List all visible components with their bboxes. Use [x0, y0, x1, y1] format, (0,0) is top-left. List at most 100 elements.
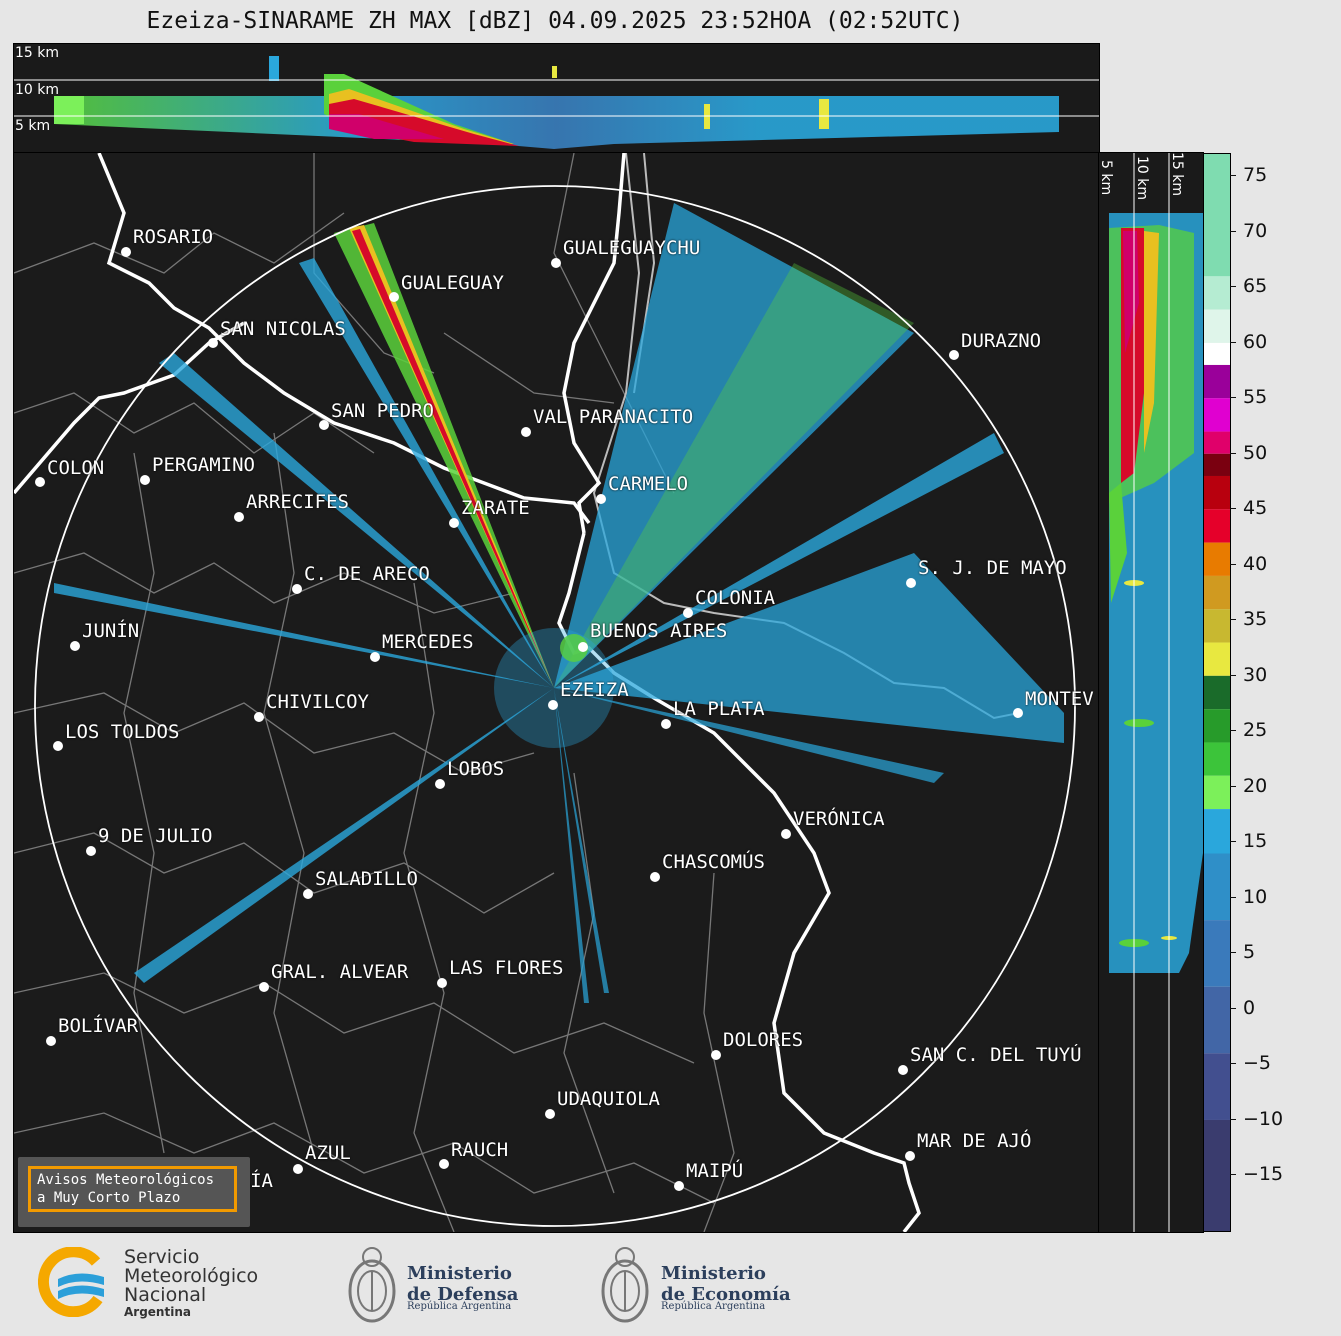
colorbar-tick-label: 60	[1243, 330, 1268, 353]
city-marker-gualeguay	[389, 292, 399, 302]
city-label-udaquiola: UDAQUIOLA	[557, 1088, 660, 1110]
notice-line-1: Avisos Meteorológicos	[37, 1172, 215, 1188]
colorbar-band	[1204, 398, 1230, 432]
department-borders	[14, 153, 735, 1232]
national-emblem-icon	[601, 1247, 649, 1323]
city-marker-rosario	[121, 247, 131, 257]
colorbar-band	[1204, 642, 1230, 676]
side-height-label-10: 10 km	[1134, 156, 1150, 201]
city-label-chascomus: CHASCOMÚS	[662, 851, 765, 873]
city-marker-azul	[293, 1164, 303, 1174]
city-marker-san-nicolas	[208, 338, 218, 348]
colorbar-band	[1204, 709, 1230, 743]
reflectivity-echoes	[54, 203, 1064, 1003]
city-marker-9-de-julio	[86, 846, 96, 856]
colorbar	[1203, 153, 1231, 1232]
city-label-zarate: ZARATE	[461, 497, 530, 519]
city-label-gualeguaychu: GUALEGUAYCHU	[563, 237, 701, 259]
colorbar-tick	[1230, 896, 1236, 898]
city-label-gral-alvear: GRAL. ALVEAR	[271, 961, 409, 983]
city-label-colonia: COLONIA	[695, 587, 776, 609]
colorbar-band	[1204, 575, 1230, 610]
city-label-mercedes: MERCEDES	[382, 631, 474, 653]
colorbar-band	[1204, 1053, 1230, 1120]
city-label-durazno: DURAZNO	[961, 330, 1042, 352]
defensa-line-2: de Defensa	[407, 1284, 519, 1305]
city-marker-zarate	[449, 518, 459, 528]
colorbar-tick	[1230, 397, 1236, 399]
colorbar-tick-label: 45	[1243, 497, 1268, 520]
city-marker-udaquiola	[545, 1109, 555, 1119]
city-marker-arrecifes	[234, 512, 244, 522]
city-label-los-toldos: LOS TOLDOS	[65, 721, 180, 743]
colorbar-tick	[1230, 452, 1236, 454]
colorbar-tick	[1230, 841, 1236, 843]
smn-logo-icon	[37, 1246, 104, 1318]
city-label-c-de-areco: C. DE ARECO	[304, 563, 430, 585]
city-label-san-nicolas: SAN NICOLAS	[220, 318, 346, 340]
colorbar-band	[1204, 475, 1230, 510]
city-label-san-c-del-tuyu: SAN C. DEL TUYÚ	[910, 1044, 1082, 1066]
colorbar-tick	[1230, 730, 1236, 732]
colorbar-band	[1204, 509, 1230, 543]
radar-map[interactable]	[13, 152, 1100, 1233]
notice-frame: Avisos Meteorológicos a Muy Corto Plazo	[28, 1166, 237, 1212]
city-label-carmelo: CARMELO	[608, 473, 689, 495]
city-label-9-de-julio: 9 DE JULIO	[98, 825, 213, 847]
side-cross-section-panel	[1098, 152, 1204, 1233]
colorbar-tick	[1230, 341, 1236, 343]
colorbar-band	[1204, 609, 1230, 643]
colorbar-band	[1204, 342, 1230, 365]
colorbar-tick	[1230, 1174, 1236, 1176]
city-label-val-paranacito: VAL PARANACITO	[533, 406, 694, 428]
city-marker-los-toldos	[53, 741, 63, 751]
colorbar-band	[1204, 809, 1230, 854]
city-marker-colonia	[683, 608, 693, 618]
city-marker-lobos	[435, 779, 445, 789]
city-marker-chivilcoy	[254, 712, 264, 722]
city-marker-durazno	[949, 350, 959, 360]
top-height-label-15: 15 km	[15, 45, 60, 61]
colorbar-tick	[1230, 563, 1236, 565]
city-marker-gualeguaychu	[551, 258, 561, 268]
colorbar-band	[1204, 453, 1230, 476]
city-label-la-plata: LA PLATA	[673, 698, 765, 720]
city-label-montevideo: MONTEV	[1025, 688, 1094, 710]
economia-subtitle: República Argentina	[661, 1301, 766, 1312]
city-label-rosario: ROSARIO	[133, 226, 214, 248]
colorbar-tick-label: 70	[1243, 219, 1268, 242]
colorbar-tick-label: 65	[1243, 275, 1268, 298]
notice-box: Avisos Meteorológicos a Muy Corto Plazo	[18, 1157, 250, 1227]
smn-logo	[37, 1246, 108, 1318]
city-label-lobos: LOBOS	[447, 758, 505, 780]
city-label-buenos-aires: BUENOS AIRES	[590, 620, 728, 642]
city-marker-san-c-del-tuyu	[898, 1065, 908, 1075]
city-marker-pergamino	[140, 475, 150, 485]
colorbar-tick	[1230, 1063, 1236, 1065]
colorbar-tick	[1230, 952, 1236, 954]
city-label-bolivar: BOLÍVAR	[58, 1015, 139, 1037]
range-ring	[34, 185, 1076, 1227]
city-marker-saladillo	[303, 889, 313, 899]
smn-line-3: Nacional	[124, 1284, 207, 1306]
city-marker-ezeiza	[548, 700, 558, 710]
city-marker-buenos-aires	[578, 642, 588, 652]
colorbar-tick-label: 35	[1243, 608, 1268, 631]
city-label-maipu: MAIPÚ	[686, 1160, 744, 1182]
colorbar-tick	[1230, 230, 1236, 232]
city-label-ezeiza: EZEIZA	[560, 679, 629, 701]
colorbar-band	[1204, 675, 1230, 710]
city-label-chivilcoy: CHIVILCOY	[266, 691, 369, 713]
colorbar-tick-label: 30	[1243, 663, 1268, 686]
side-height-label-15: 15 km	[1169, 152, 1185, 197]
smn-name: Servicio Meteorológico Nacional Argentin…	[124, 1248, 258, 1320]
city-label-mar-de-ajo: MAR DE AJÓ	[917, 1130, 1032, 1152]
economia-emblem	[597, 1243, 653, 1332]
colorbar-tick-label: 10	[1243, 885, 1268, 908]
colorbar-tick-label: 55	[1243, 386, 1268, 409]
city-marker-la-plata	[661, 719, 671, 729]
colorbar-band	[1204, 276, 1230, 310]
colorbar-tick	[1230, 1118, 1236, 1120]
city-label-pergamino: PERGAMINO	[152, 454, 255, 476]
top-cross-section-panel	[13, 43, 1100, 154]
